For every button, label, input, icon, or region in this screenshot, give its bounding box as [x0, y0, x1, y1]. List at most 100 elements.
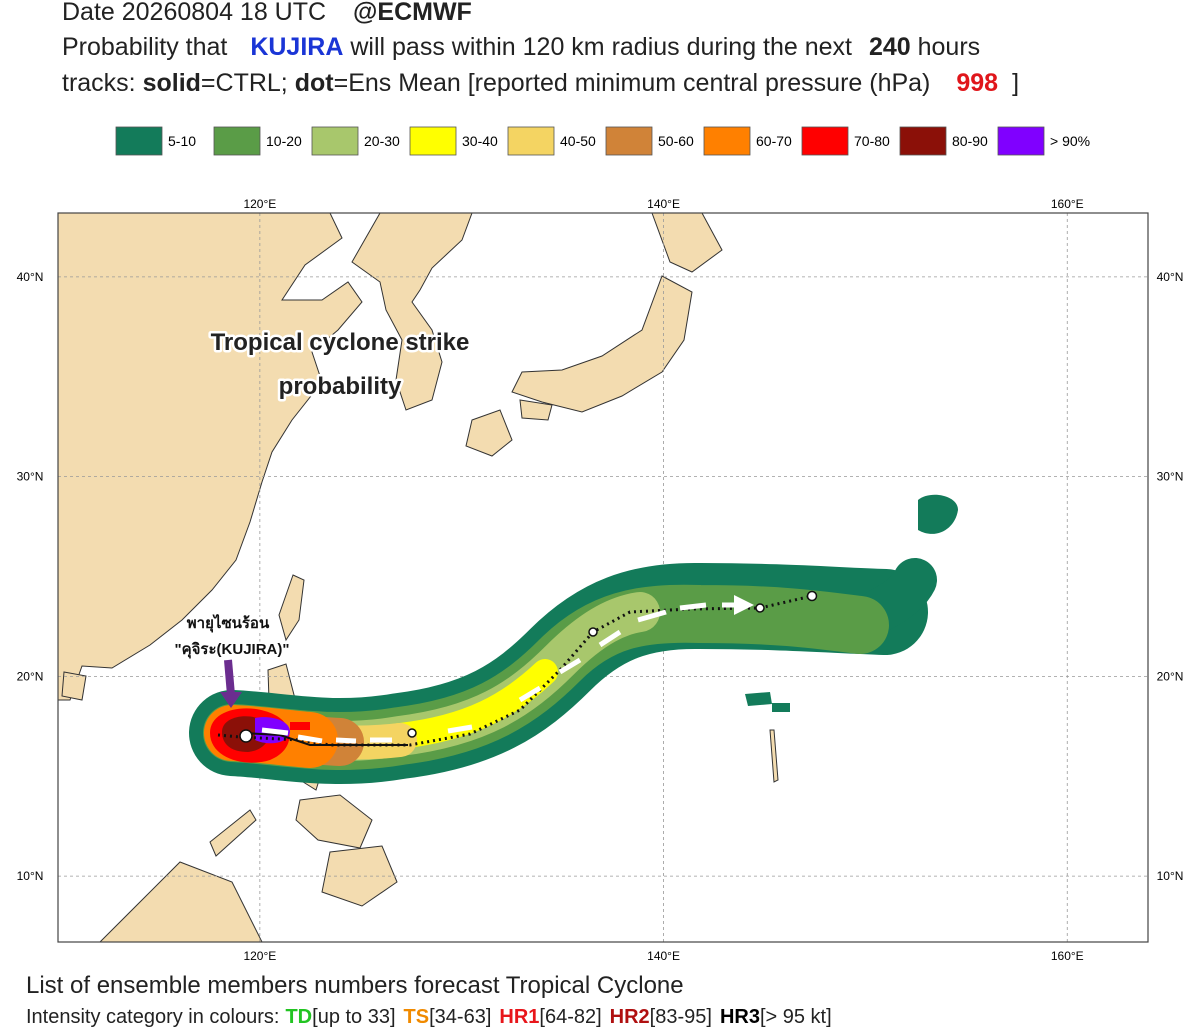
- text: tracks:: [62, 69, 136, 97]
- annotations: 120°E 120°E 140°E 140°E 160°E 160°E 40°N 40°N 30…: [17, 197, 1184, 963]
- storm-label: พายุไซนร้อน: [187, 613, 270, 633]
- category-name: TS: [403, 1006, 430, 1028]
- probability-band: [858, 558, 937, 632]
- legend-swatch: [605, 126, 653, 156]
- text: =CTRL;: [200, 69, 288, 97]
- text: solid: [142, 69, 201, 97]
- legend-label: 5-10: [168, 133, 196, 149]
- category-name: HR2: [609, 1006, 650, 1028]
- category-name: TD: [285, 1006, 313, 1028]
- category-range: [> 95 kt]: [759, 1006, 832, 1028]
- legend-label: 80-90: [952, 133, 988, 149]
- probability-band: [918, 494, 958, 534]
- legend-swatch: [311, 126, 359, 156]
- legend-label: 30-40: [462, 133, 498, 149]
- hokkaido: [651, 213, 723, 273]
- storm-label: "คุจิระ(KUJIRA)": [175, 640, 290, 659]
- legend-label: 10-20: [266, 133, 302, 149]
- lon-label: 160°E: [1051, 197, 1084, 211]
- header-line: Date 20260804 18 UTC @ECMWF: [62, 0, 472, 25]
- legend-swatch: [997, 126, 1045, 156]
- storm-pointer: [220, 659, 242, 708]
- lon-label: 120°E: [243, 197, 276, 211]
- map-figure: 5-10 10-20 20-30 30-40 40-50 50-60 60-70 70-80 8…: [17, 126, 1184, 963]
- china: [58, 213, 363, 701]
- footer-line: List of ensemble members numbers forecas…: [26, 972, 684, 1000]
- text: hours: [917, 33, 981, 61]
- text: ]: [1012, 69, 1020, 97]
- legend-swatch: [801, 126, 849, 156]
- shikoku: [519, 399, 553, 421]
- taiwan: [278, 574, 305, 642]
- lon-label: 140°E: [647, 949, 680, 963]
- text: =Ens Mean [reported minimum central pres…: [333, 69, 931, 97]
- tracks: [217, 590, 818, 747]
- borneo: [99, 861, 263, 942]
- hainan: [61, 671, 87, 701]
- category-range: [up to 33]: [312, 1006, 396, 1028]
- probability-band: [745, 692, 772, 706]
- category-range: [34-63]: [429, 1006, 492, 1028]
- footer-line: Intensity category in colours: TD[up to 3…: [26, 1006, 832, 1029]
- probability-band: [290, 722, 310, 730]
- date: Date 20260804 18 UTC: [62, 0, 327, 26]
- categories: TD[up to 33] TS[34-63] HR1[64-82] HR2[83-95…: [279, 1006, 831, 1028]
- lat-label: 40°N: [17, 270, 44, 284]
- mariana: [769, 729, 779, 783]
- pressure: 998: [956, 69, 999, 97]
- probability-band: [772, 703, 790, 712]
- legend-label: 20-30: [364, 133, 400, 149]
- legend-label: 50-60: [658, 133, 694, 149]
- legend-swatch: [409, 126, 457, 156]
- track-point: [755, 603, 765, 613]
- text: Probability that: [62, 33, 228, 61]
- header-line: Probability that KUJIRA will pass within…: [62, 35, 986, 60]
- lat-label: 30°N: [17, 470, 44, 484]
- text: dot: [294, 69, 334, 97]
- shape: [220, 692, 242, 708]
- track-point: [588, 627, 598, 637]
- footer-text: List of ensemble members numbers forecas…: [26, 972, 684, 999]
- honshu: [511, 275, 693, 413]
- lon-label: 140°E: [647, 197, 680, 211]
- category-name: HR3: [719, 1006, 760, 1028]
- map-frame: [57, 212, 1149, 943]
- lat-label: 20°N: [1157, 669, 1184, 683]
- source: @ECMWF: [353, 0, 472, 26]
- ctrl-track: [241, 732, 408, 746]
- korea: [351, 213, 473, 411]
- header-line: tracks: solid=CTRL; dot=Ens Mean [report…: [62, 71, 1025, 96]
- lon-label: 160°E: [1051, 949, 1084, 963]
- legend-label: > 90%: [1050, 133, 1090, 149]
- text: will pass within 120 km radius during th…: [350, 33, 852, 61]
- legend-swatch: [115, 126, 163, 156]
- legend-label: 70-80: [854, 133, 890, 149]
- legend-swatch: [507, 126, 555, 156]
- graticule: [58, 213, 1148, 942]
- ctrl-arrows: [261, 605, 744, 744]
- track-point: [407, 728, 417, 738]
- shape: [224, 659, 235, 696]
- category-range: [83-95]: [649, 1006, 712, 1028]
- track-point: [239, 729, 253, 743]
- track-point: [806, 590, 818, 602]
- lon-label: 120°E: [243, 949, 276, 963]
- category-range: [64-82]: [539, 1006, 602, 1028]
- lat-label: 10°N: [17, 869, 44, 883]
- category-name: HR1: [499, 1006, 540, 1028]
- overlay-title: probability: [279, 373, 402, 400]
- footer-text: Intensity category in colours:: [26, 1006, 280, 1028]
- lat-label: 10°N: [1157, 869, 1184, 883]
- map-area: [58, 213, 1148, 942]
- storm-name: KUJIRA: [250, 33, 344, 61]
- lat-label: 40°N: [1157, 270, 1184, 284]
- legend: 5-10 10-20 20-30 30-40 40-50 50-60 60-70 70-80 8…: [115, 126, 1090, 156]
- kyushu: [465, 409, 513, 457]
- legend-label: 60-70: [756, 133, 792, 149]
- lat-label: 30°N: [1157, 470, 1184, 484]
- lat-label: 20°N: [17, 669, 44, 683]
- track-points: [239, 590, 818, 743]
- overlay-title: Tropical cyclone strike: [211, 329, 470, 356]
- palawan: [209, 809, 257, 857]
